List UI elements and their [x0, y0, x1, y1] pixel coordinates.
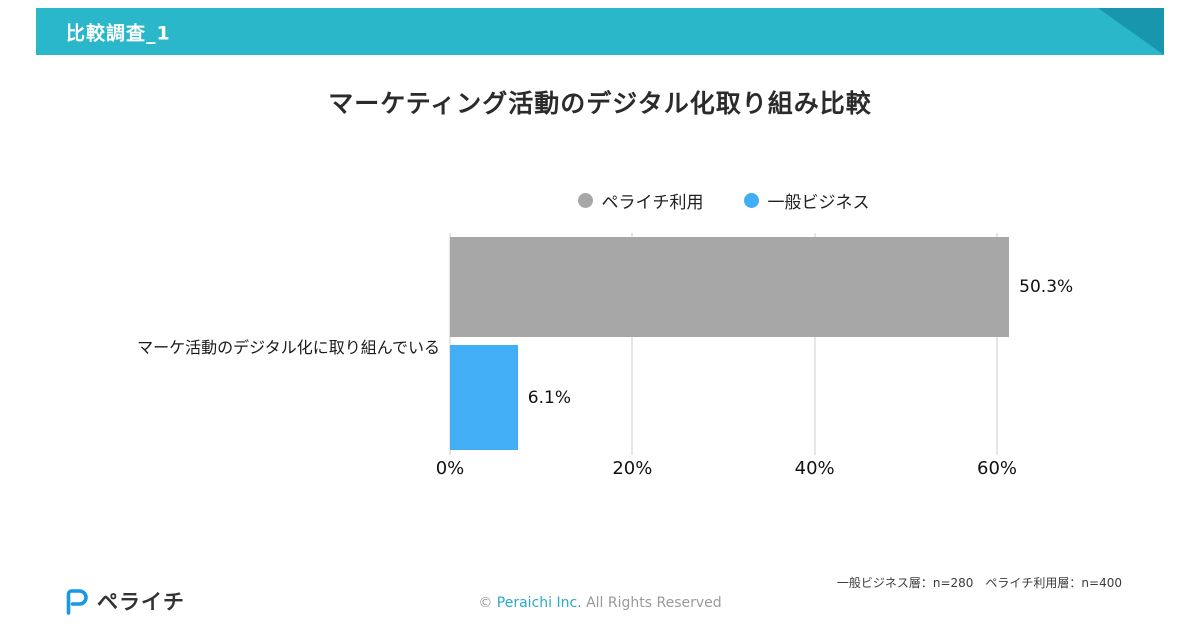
legend-label: ペライチ利用: [601, 193, 704, 213]
x-tick-label: 0%: [435, 458, 465, 479]
sample-size-note: 一般ビジネス層：n=280 ペライチ利用層：n=400: [836, 576, 1122, 590]
copyright-symbol: ©: [478, 595, 493, 611]
legend-label: 一般ビジネス: [767, 193, 870, 213]
gridline: [814, 233, 816, 455]
bar-peraichi: [450, 237, 1010, 337]
header-title: 比較調査_1: [66, 22, 171, 44]
peraichi-logo-text: ペライチ: [97, 590, 185, 614]
bar-row-general: 6.1%: [450, 345, 1117, 450]
gridline: [631, 233, 633, 455]
bar-general: [450, 345, 518, 450]
x-axis: 0% 20% 40% 60%: [436, 458, 1017, 484]
chart-legend: ペライチ利用 一般ビジネス: [450, 188, 997, 213]
bar-value-label: 50.3%: [1019, 277, 1074, 297]
legend-item-general: 一般ビジネス: [743, 188, 870, 213]
header-fold-triangle: [1098, 8, 1164, 55]
legend-dot-gray-icon: [577, 193, 593, 208]
x-tick-label: 60%: [976, 458, 1018, 479]
bar-value-label: 6.1%: [527, 387, 571, 408]
x-tick-label: 20%: [612, 458, 653, 479]
slide-title: マーケティング活動のデジタル化取り組み比較: [328, 89, 872, 118]
peraichi-p-icon: [66, 589, 88, 615]
gridline: [449, 233, 451, 455]
bar-row-peraichi: 50.3%: [450, 237, 1117, 337]
legend-item-peraichi: ペライチ利用: [577, 188, 704, 213]
peraichi-logo: ペライチ: [64, 586, 185, 616]
header-ribbon: 比較調査_1: [36, 8, 1164, 55]
category-label: マーケ活動のデジタル化に取り組んでいる: [137, 338, 440, 357]
x-tick-label: 40%: [794, 458, 835, 479]
copyright-line: © Peraichi Inc. All Rights Reserved: [0, 595, 1200, 611]
copyright-rest: All Rights Reserved: [586, 595, 722, 611]
gridline: [996, 233, 998, 455]
legend-dot-blue-icon: [743, 193, 759, 208]
bar-chart-plot-area: 50.3% 6.1%: [449, 233, 1073, 455]
copyright-brand: Peraichi Inc.: [496, 595, 582, 611]
